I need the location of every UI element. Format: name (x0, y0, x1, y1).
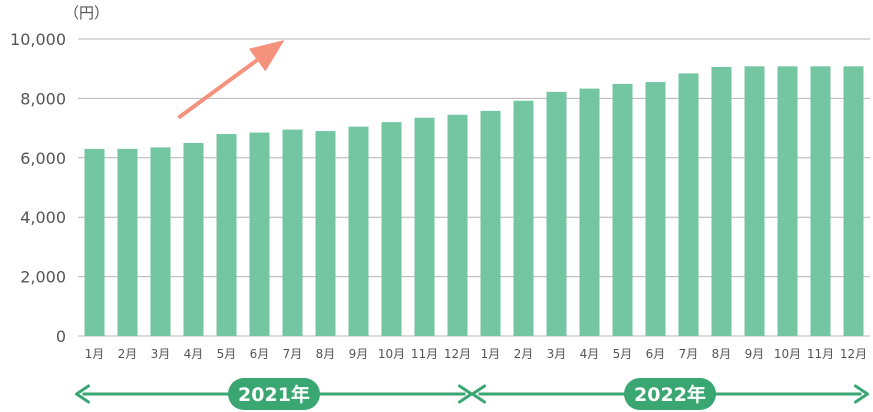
bar (744, 66, 765, 336)
bar (381, 122, 402, 336)
x-tick-label: 4月 (184, 347, 204, 361)
x-tick-label: 6月 (250, 347, 270, 361)
x-tick-label: 3月 (547, 347, 567, 361)
bar (348, 126, 369, 337)
bars (84, 66, 864, 337)
year-pill (624, 378, 716, 410)
x-tick-label: 7月 (679, 347, 699, 361)
x-tick-label: 8月 (316, 347, 336, 361)
bar (183, 142, 204, 336)
bar (249, 132, 270, 336)
x-tick-label: 11月 (411, 347, 438, 361)
year-label: 2021年 (238, 383, 310, 406)
x-tick-label: 8月 (712, 347, 732, 361)
y-tick-label: 2,000 (20, 268, 66, 287)
trend-arrow (177, 40, 285, 120)
bar (414, 117, 435, 336)
bar (810, 66, 831, 336)
x-tick-label: 5月 (613, 347, 633, 361)
x-tick-label: 1月 (85, 347, 105, 361)
year-brackets: 2021年 2022年 (75, 378, 869, 410)
year-bracket-arrow-right (854, 384, 869, 404)
bar (546, 91, 567, 336)
bar (678, 73, 699, 337)
x-tick-label: 2月 (514, 347, 534, 361)
x-tick-label: 4月 (580, 347, 600, 361)
y-tick-label: 4,000 (20, 208, 66, 227)
x-tick-label: 3月 (151, 347, 171, 361)
x-tick-label: 9月 (349, 347, 369, 361)
y-tick-label: 0 (56, 327, 66, 346)
bar (282, 129, 303, 336)
x-tick-label: 9月 (745, 347, 765, 361)
bar (480, 110, 501, 337)
y-tick-label: 8,000 (20, 89, 66, 108)
x-tick-label: 7月 (283, 347, 303, 361)
year-pill (228, 378, 320, 410)
trend-arrow-head (248, 40, 285, 72)
trend-arrow-shaft (177, 58, 259, 120)
bar (843, 66, 864, 336)
x-tick-label: 5月 (217, 347, 237, 361)
x-tick-label: 6月 (646, 347, 666, 361)
bar (447, 114, 468, 336)
bar (777, 66, 798, 336)
bar (612, 83, 633, 336)
bar (84, 148, 105, 336)
year-bracket-arrow-left (471, 384, 486, 404)
x-axis-labels: 1月 2月 3月 4月 5月 6月 7月 8月 9月 10月 11月 12月 1月 2月 3月 4月 5月 6月 7… (85, 347, 867, 361)
bar (513, 100, 534, 336)
bar (150, 147, 171, 336)
x-tick-label: 2月 (118, 347, 138, 361)
bar (216, 134, 237, 336)
y-tick-label: 10,000 (10, 30, 66, 49)
bar (117, 148, 138, 336)
x-tick-label: 11月 (807, 347, 834, 361)
y-unit-label: （円） (64, 4, 109, 22)
y-axis-ticks: 0 2,000 4,000 6,000 8,000 10,000 (10, 30, 66, 346)
x-tick-label: 1月 (481, 347, 501, 361)
x-tick-label: 10月 (378, 347, 405, 361)
year-bracket-arrow-left (75, 384, 90, 404)
x-tick-label: 12月 (444, 347, 471, 361)
bar (315, 131, 336, 336)
y-gridlines (78, 38, 870, 337)
bar (579, 88, 600, 336)
y-tick-label: 6,000 (20, 149, 66, 168)
year-label: 2022年 (634, 383, 706, 406)
x-tick-label: 12月 (840, 347, 867, 361)
bar (645, 82, 666, 336)
bar (711, 66, 732, 336)
x-tick-label: 10月 (774, 347, 801, 361)
